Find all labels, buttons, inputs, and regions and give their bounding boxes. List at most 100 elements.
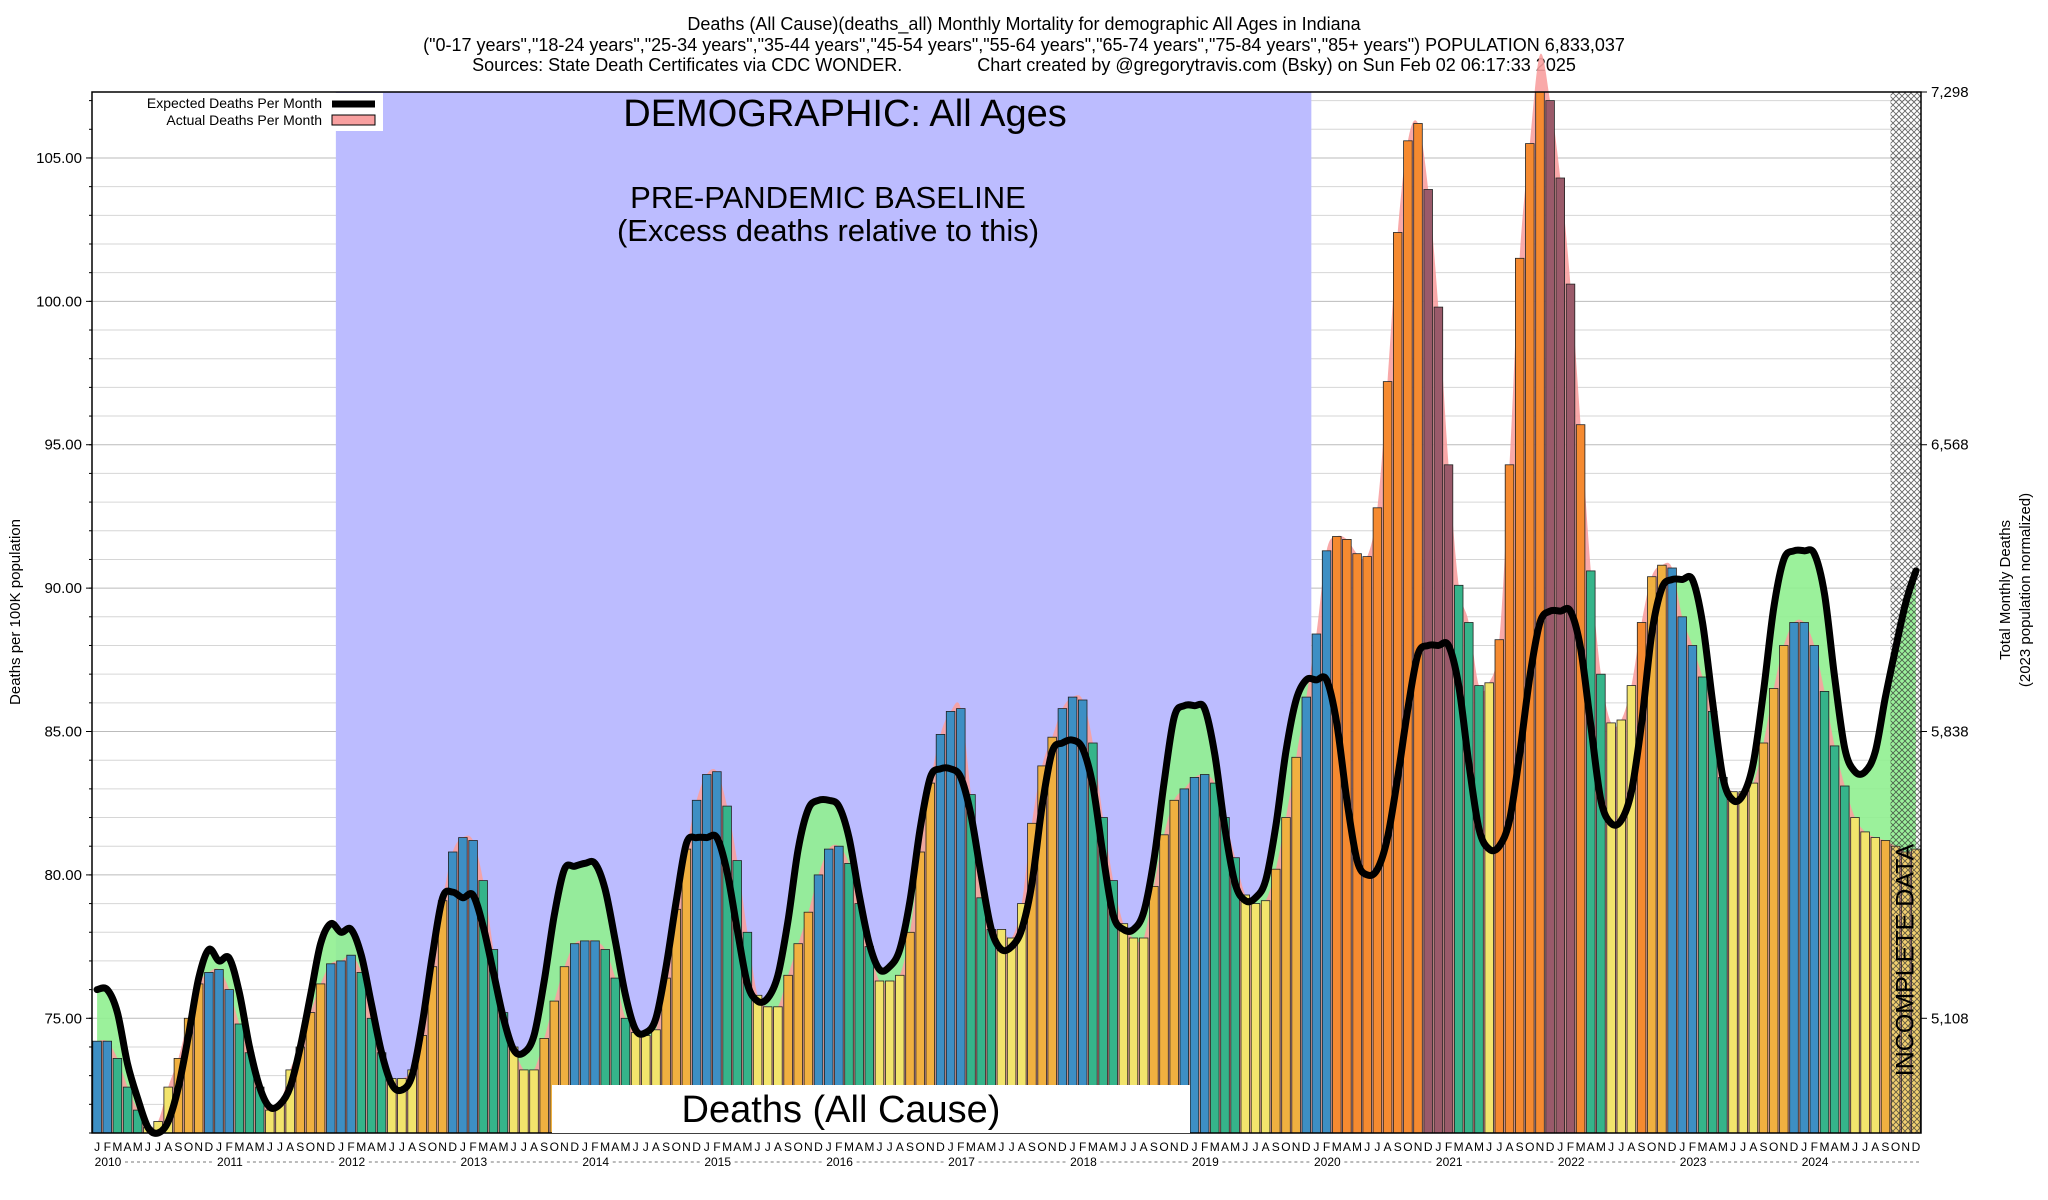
bar-144 — [1555, 177, 1566, 1134]
x-month-label: M — [112, 1140, 122, 1154]
bar-24 — [336, 960, 346, 1134]
x-month-label: D — [1546, 1140, 1555, 1154]
x-month-label: M — [864, 1140, 874, 1154]
x-month-label: O — [1525, 1140, 1534, 1154]
bar-96 — [1067, 696, 1078, 1134]
x-month-label: J — [826, 1140, 832, 1154]
incomplete-data-label: INCOMPLETE DATA — [1891, 843, 1919, 1076]
x-month-label: M — [986, 1140, 996, 1154]
x-month-label: O — [550, 1140, 559, 1154]
bar-11 — [204, 972, 214, 1134]
bar-115 — [1260, 900, 1271, 1134]
bar-171 — [1829, 745, 1840, 1134]
x-month-label: A — [855, 1140, 863, 1154]
x-month-label: J — [998, 1140, 1004, 1154]
y2-tick-label: 6,568 — [1931, 437, 1969, 454]
y-tick-label: 75.00 — [44, 1010, 82, 1027]
bar-83 — [935, 734, 946, 1134]
x-month-label: D — [1302, 1140, 1311, 1154]
bar-158 — [1697, 676, 1708, 1134]
x-month-label: N — [194, 1140, 203, 1154]
bar-128 — [1393, 232, 1403, 1134]
bar-164 — [1758, 742, 1769, 1134]
x-month-label: M — [1698, 1140, 1708, 1154]
x-month-label: N — [1658, 1140, 1667, 1154]
x-month-label: S — [418, 1140, 426, 1154]
x-month-label: N — [682, 1140, 691, 1154]
bar-13 — [224, 989, 234, 1134]
x-month-label: M — [742, 1140, 752, 1154]
bar-163 — [1748, 782, 1759, 1134]
x-month-label: D — [814, 1140, 823, 1154]
bar-172 — [1840, 785, 1850, 1134]
x-month-label: A — [286, 1140, 294, 1154]
chart-subtitle-demographics: ("0-17 years","18-24 years","25-34 years… — [423, 35, 1625, 55]
y-tick-label: 105.00 — [36, 150, 82, 167]
x-month-label: F — [1811, 1140, 1818, 1154]
x-month-label: J — [521, 1140, 527, 1154]
x-month-label: A — [1627, 1140, 1635, 1154]
x-month-label: M — [356, 1140, 366, 1154]
x-month-label: J — [1862, 1140, 1868, 1154]
x-month-label: M — [499, 1140, 509, 1154]
y-tick-label: 80.00 — [44, 867, 82, 884]
bar-84 — [945, 711, 956, 1134]
x-month-label: M — [234, 1140, 244, 1154]
x-month-label: O — [1647, 1140, 1656, 1154]
x-month-label: M — [478, 1140, 488, 1154]
x-month-label: O — [1159, 1140, 1168, 1154]
x-month-label: A — [1871, 1140, 1879, 1154]
bar-117 — [1281, 817, 1291, 1134]
x-month-label: O — [306, 1140, 315, 1154]
x-month-label: A — [1384, 1140, 1392, 1154]
bar-121 — [1321, 550, 1332, 1134]
x-month-label: J — [582, 1140, 588, 1154]
x-month-label: F — [1323, 1140, 1330, 1154]
x-month-label: S — [906, 1140, 914, 1154]
x-month-label: A — [1140, 1140, 1148, 1154]
x-month-label: M — [722, 1140, 732, 1154]
x-month-label: A — [1709, 1140, 1717, 1154]
x-month-label: J — [1191, 1140, 1197, 1154]
bar-106 — [1169, 799, 1179, 1134]
bar-173 — [1850, 817, 1860, 1134]
x-month-label: N — [560, 1140, 569, 1154]
x-month-label: A — [245, 1140, 253, 1154]
y-axis-label: Deaths per 100K population — [7, 519, 24, 705]
x-month-label: J — [1313, 1140, 1319, 1154]
x-month-label: J — [1557, 1140, 1563, 1154]
x-month-label: N — [1170, 1140, 1179, 1154]
x-year-label: 2024 — [1802, 1155, 1829, 1169]
x-month-label: F — [1201, 1140, 1208, 1154]
bar-26 — [356, 972, 367, 1134]
x-month-label: J — [511, 1140, 517, 1154]
bottom-label-box — [552, 1085, 1190, 1133]
bar-108 — [1189, 777, 1200, 1134]
bar-157 — [1687, 645, 1698, 1134]
x-month-label: F — [1445, 1140, 1452, 1154]
bar-132 — [1433, 306, 1444, 1134]
bar-137 — [1484, 682, 1494, 1134]
x-month-label: J — [1740, 1140, 1746, 1154]
x-month-label: D — [1424, 1140, 1433, 1154]
x-month-label: J — [94, 1140, 100, 1154]
y2-tick-label: 5,108 — [1931, 1010, 1969, 1027]
x-month-label: N — [926, 1140, 935, 1154]
bar-138 — [1494, 639, 1505, 1134]
x-month-label: A — [408, 1140, 416, 1154]
x-month-label: A — [1587, 1140, 1595, 1154]
x-month-label: M — [1230, 1140, 1240, 1154]
x-year-label: 2017 — [948, 1155, 975, 1169]
x-month-label: S — [296, 1140, 304, 1154]
x-month-label: N — [438, 1140, 447, 1154]
x-month-label: D — [1058, 1140, 1067, 1154]
bar-60 — [702, 774, 712, 1134]
bar-59 — [691, 799, 702, 1134]
x-month-label: J — [389, 1140, 395, 1154]
x-month-label: M — [377, 1140, 387, 1154]
x-month-label: J — [1730, 1140, 1736, 1154]
x-month-label: J — [765, 1140, 771, 1154]
bar-110 — [1210, 782, 1220, 1134]
x-month-label: J — [643, 1140, 649, 1154]
x-month-label: N — [1292, 1140, 1301, 1154]
